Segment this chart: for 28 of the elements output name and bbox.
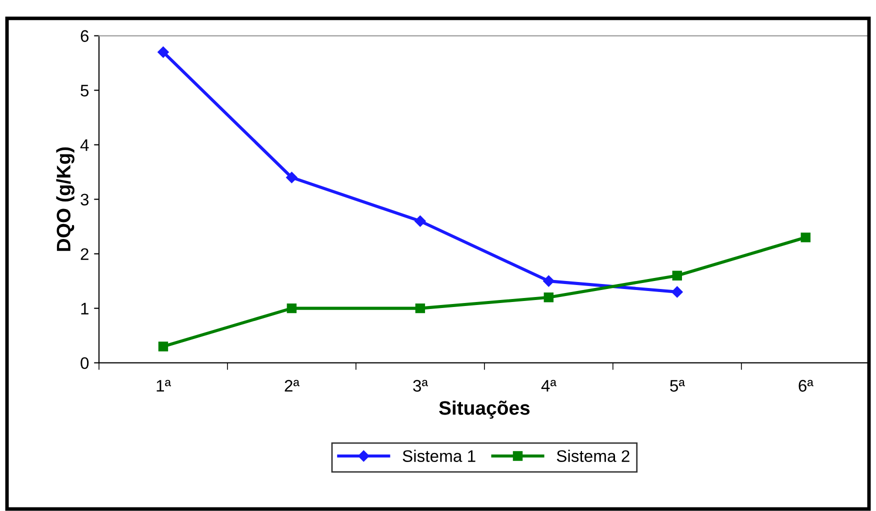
point bbox=[286, 172, 298, 184]
y-tick-label: 5 bbox=[80, 84, 89, 96]
x-tick-label: 4ª bbox=[541, 380, 556, 392]
y-tick-label: 3 bbox=[80, 194, 89, 206]
legend-label: Sistema 1 bbox=[402, 450, 476, 462]
y-tick-label: 1 bbox=[81, 302, 88, 314]
y-tick-label: 6 bbox=[80, 30, 89, 42]
y-tick-label: 0 bbox=[80, 357, 89, 370]
point bbox=[158, 342, 168, 352]
y-tick-label: 4 bbox=[80, 139, 89, 151]
x-tick-label: 2ª bbox=[284, 380, 300, 392]
point bbox=[800, 232, 810, 242]
x-tick-label: 5ª bbox=[670, 380, 685, 392]
x-tick-label: 1ª bbox=[156, 380, 172, 392]
point bbox=[544, 292, 554, 302]
point bbox=[414, 215, 426, 227]
legend-label: Sistema 2 bbox=[556, 450, 630, 462]
point bbox=[672, 286, 683, 298]
y-axis-title: DQO (g/Kg) bbox=[56, 147, 74, 251]
point bbox=[415, 303, 426, 314]
x-tick-label: 3ª bbox=[413, 380, 428, 392]
point bbox=[543, 275, 554, 287]
point bbox=[672, 270, 682, 280]
x-axis-title: Situações bbox=[439, 400, 530, 419]
y-tick-label: 2 bbox=[80, 248, 88, 260]
x-tick-label: 6ª bbox=[798, 380, 814, 392]
point bbox=[286, 303, 297, 314]
point bbox=[158, 46, 169, 58]
